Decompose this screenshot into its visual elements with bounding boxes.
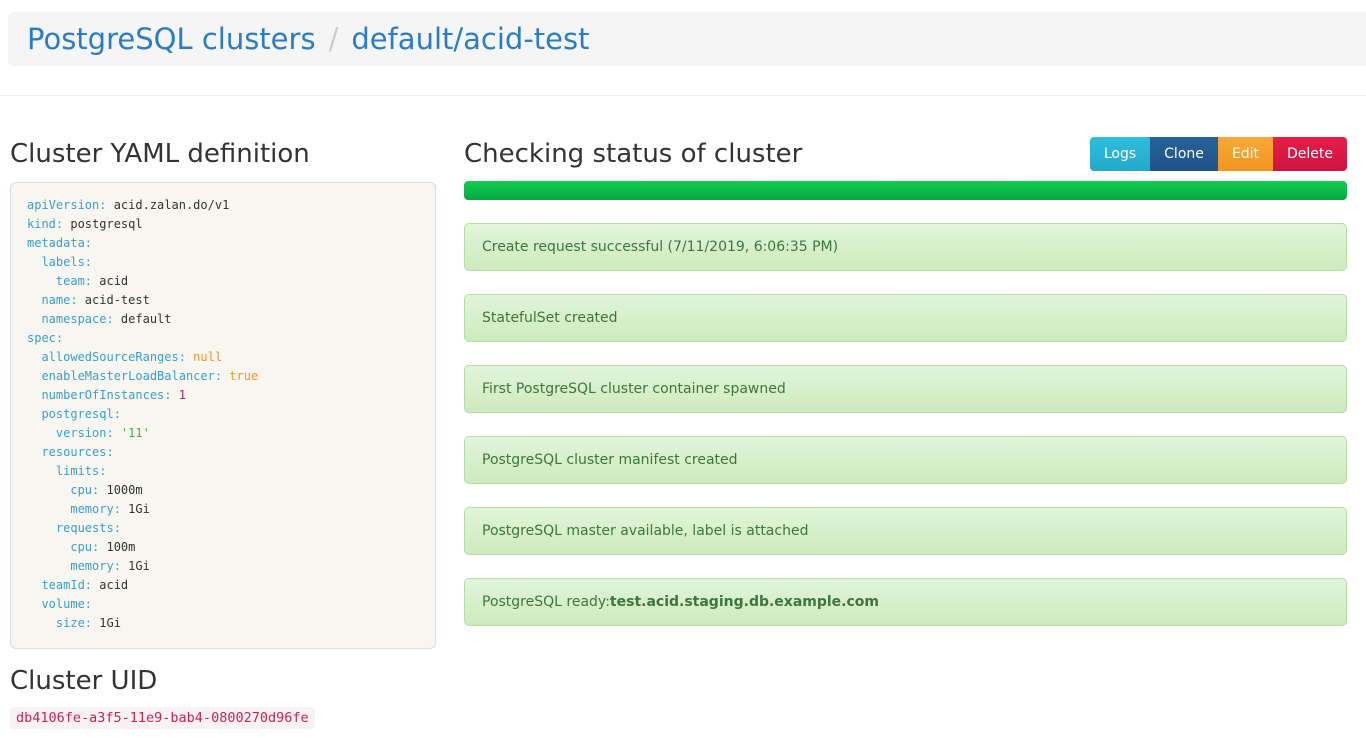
yaml-token: true [222, 369, 259, 383]
yaml-token: 1 [171, 388, 186, 402]
yaml-token: 1Gi [120, 502, 150, 516]
status-alert-text: StatefulSet created [482, 310, 618, 326]
status-alert-text: PostgreSQL ready: [482, 594, 610, 610]
yaml-token: 1000m [99, 483, 143, 497]
yaml-token: volume: [27, 597, 93, 611]
yaml-token: namespace: [27, 312, 114, 326]
yaml-token: 100m [99, 540, 136, 554]
yaml-token: cpu: [27, 483, 100, 497]
yaml-token: size: [27, 616, 93, 630]
breadcrumb-current-link[interactable]: default/acid-test [351, 22, 590, 56]
yaml-token: acid.zalan.do/v1 [106, 198, 230, 212]
yaml-token: 1Gi [92, 616, 121, 630]
yaml-token: numberOfInstances: [27, 388, 172, 402]
yaml-token: enableMasterLoadBalancer: [27, 369, 223, 383]
yaml-token: labels: [27, 255, 93, 269]
yaml-token: team: [27, 274, 93, 288]
yaml-token: acid [92, 274, 129, 288]
breadcrumb: PostgreSQL clusters / default/acid-test [8, 12, 1366, 66]
progress-track [464, 181, 1347, 200]
yaml-token: name: [27, 293, 78, 307]
yaml-token: null [185, 350, 223, 364]
status-section-title: Checking status of cluster [464, 139, 803, 169]
yaml-column: Cluster YAML definition apiVersion: acid… [10, 136, 436, 729]
yaml-token: cpu: [27, 540, 100, 554]
yaml-token: kind: [27, 217, 64, 231]
yaml-token: memory: [27, 502, 121, 516]
status-alert: PostgreSQL cluster manifest created [464, 436, 1347, 484]
status-alert-text: PostgreSQL cluster manifest created [482, 452, 738, 468]
cluster-uid-value: db4106fe-a3f5-11e9-bab4-0800270d96fe [10, 707, 315, 729]
yaml-token: resources: [27, 445, 114, 459]
yaml-token: metadata: [27, 236, 93, 250]
cluster-yaml-definition[interactable]: apiVersion: acid.zalan.do/v1 kind: postg… [10, 182, 436, 649]
cluster-action-buttons: Logs Clone Edit Delete [1089, 137, 1347, 171]
yaml-token: postgresql: [27, 407, 121, 421]
progress-bar [464, 181, 1347, 200]
yaml-token: limits: [27, 464, 107, 478]
status-alert: StatefulSet created [464, 294, 1347, 342]
yaml-token: postgresql [63, 217, 143, 231]
clone-button[interactable]: Clone [1150, 137, 1218, 171]
yaml-token: acid [92, 578, 129, 592]
yaml-token: 1Gi [120, 559, 150, 573]
status-alert-list: Create request successful (7/11/2019, 6:… [464, 223, 1347, 626]
uid-section-title: Cluster UID [10, 666, 158, 696]
yaml-token: allowedSourceRanges: [27, 350, 186, 364]
yaml-token: spec: [27, 331, 64, 345]
delete-button[interactable]: Delete [1273, 137, 1347, 171]
status-alert: Create request successful (7/11/2019, 6:… [464, 223, 1347, 271]
status-header-row: Checking status of cluster Logs Clone Edit… [464, 136, 1347, 172]
yaml-token: apiVersion: [27, 198, 107, 212]
status-alert: PostgreSQL ready: test.acid.staging.db.e… [464, 578, 1347, 626]
breadcrumb-root-link[interactable]: PostgreSQL clusters [27, 22, 316, 56]
status-alert-text: Create request successful (7/11/2019, 6:… [482, 239, 839, 255]
yaml-token: teamId: [27, 578, 93, 592]
yaml-token: '11' [113, 426, 150, 440]
yaml-section-title: Cluster YAML definition [10, 139, 310, 169]
yaml-token: default [113, 312, 172, 326]
yaml-token: acid-test [77, 293, 150, 307]
edit-button[interactable]: Edit [1217, 137, 1273, 171]
divider [0, 95, 1366, 96]
status-alert: First PostgreSQL cluster container spawn… [464, 365, 1347, 413]
status-column: Checking status of cluster Logs Clone Edit… [464, 136, 1347, 626]
status-alert-text: PostgreSQL master available, label is at… [482, 523, 809, 539]
logs-button[interactable]: Logs [1089, 137, 1151, 171]
status-alert: PostgreSQL master available, label is at… [464, 507, 1347, 555]
yaml-token: requests: [27, 521, 121, 535]
status-alert-text: First PostgreSQL cluster container spawn… [482, 381, 786, 397]
yaml-token: version: [27, 426, 114, 440]
yaml-token: memory: [27, 559, 121, 573]
breadcrumb-separator: / [328, 22, 339, 56]
status-alert-bold-text: test.acid.staging.db.example.com [609, 594, 879, 610]
